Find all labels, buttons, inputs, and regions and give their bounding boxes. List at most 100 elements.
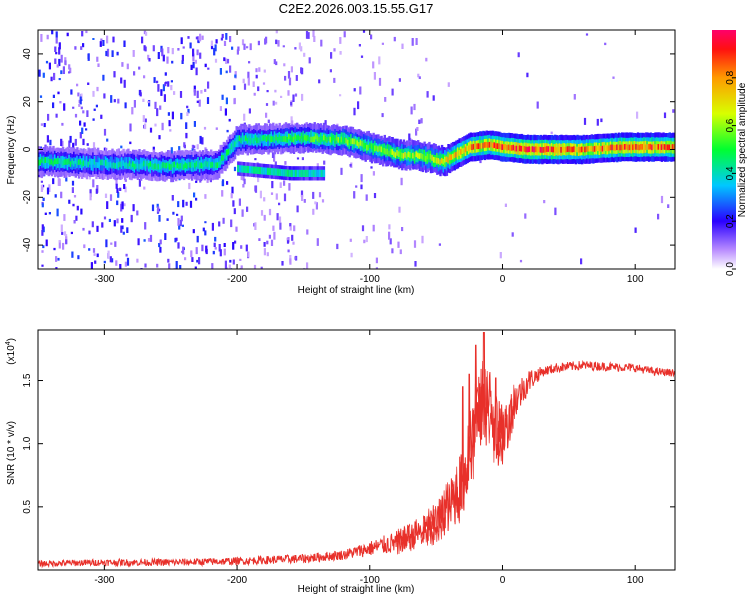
spectrogram-ridge-cell <box>324 135 327 142</box>
spectrogram-cell <box>517 52 520 58</box>
spectrogram-cell <box>257 40 260 46</box>
spectrogram-cell <box>54 194 57 198</box>
spectrogram-ridge-cell <box>117 162 120 168</box>
spectrogram-cell <box>175 261 178 269</box>
spectrogram-cell <box>257 86 260 92</box>
spectrogram-ridge-cell <box>617 144 621 151</box>
spectrogram-ridge-cell <box>181 163 184 169</box>
spectrogram-cell <box>363 239 366 244</box>
spectrogram-ridge-cell <box>100 159 103 166</box>
spectrogram-cell <box>106 48 110 57</box>
spectrogram-cell <box>313 35 316 42</box>
spectrogram-cell <box>94 260 97 264</box>
spectrogram-ridge-cell <box>109 161 113 168</box>
spectrogram-cell <box>74 138 77 146</box>
spectrogram-cell <box>241 209 244 217</box>
spectrogram-ridge-cell <box>314 169 318 177</box>
spectrogram-ridge-cell <box>319 136 323 143</box>
spectrogram-ridge-cell <box>542 147 546 153</box>
spectrogram-ridge-cell <box>601 145 605 152</box>
spectrogram-ridge-cell <box>130 163 133 170</box>
spectrogram-cell <box>196 144 199 150</box>
spectrogram-ridge-cell <box>520 145 523 152</box>
spectrogram-cell <box>160 89 163 96</box>
spectrogram-cell <box>583 117 587 125</box>
spectrogram-cell <box>243 83 247 90</box>
spectrogram-cell <box>195 180 198 183</box>
spectrogram-ridge-cell <box>512 144 515 151</box>
spectrogram-cell <box>178 177 181 181</box>
spectrogram-cell <box>91 221 94 228</box>
spectrogram-cell <box>111 50 114 57</box>
spectrogram-ridge-cell <box>165 162 168 169</box>
spectrogram-ridge-cell <box>447 157 450 163</box>
spectrogram-ridge-cell <box>128 160 132 167</box>
spectrogram-ridge-cell <box>238 135 242 142</box>
spectrogram-cell <box>240 173 243 181</box>
spectrogram-cell <box>242 176 245 181</box>
spectrogram-ridge-cell <box>190 161 194 168</box>
spectrogram-ridge-cell <box>257 166 260 174</box>
spectrogram-ridge-cell <box>461 148 464 154</box>
spectrogram-ridge-cell <box>81 161 84 168</box>
spectrogram-cell <box>80 46 83 50</box>
spectrogram-ridge-cell <box>146 160 149 167</box>
spectrogram-cell <box>353 107 356 116</box>
spectrogram-cell <box>340 167 343 175</box>
spectrogram-ridge-cell <box>464 146 468 153</box>
spectrogram-cell <box>215 127 218 130</box>
spectrogram-ridge-cell <box>503 144 506 150</box>
spectrogram-ridge-cell <box>409 152 412 158</box>
spectrogram-cell <box>312 208 315 215</box>
spectrogram-ridge-cell <box>340 136 343 143</box>
spectrogram-ridge-cell <box>450 154 453 161</box>
spectrogram-cell <box>153 77 156 83</box>
spectrogram-cell <box>144 222 147 230</box>
spectrogram-ridge-cell <box>563 146 566 153</box>
spectrogram-cell <box>333 48 336 52</box>
spectrogram-ridge-cell <box>292 169 296 177</box>
spectrogram-ridge-cell <box>339 138 342 145</box>
spectrogram-cell <box>189 42 192 49</box>
spectrogram-ridge-cell <box>194 162 197 169</box>
spectrogram-ridge-cell <box>624 144 627 150</box>
spectrogram-ridge-cell <box>485 141 488 148</box>
spectrogram-cell <box>162 54 165 62</box>
spectrogram-ridge-cell <box>106 162 109 168</box>
spectrogram-cell <box>357 101 360 110</box>
spectrogram-ridge-cell <box>560 147 563 153</box>
spectrogram-cell <box>300 190 304 197</box>
spectrogram-cell <box>41 186 44 190</box>
spectrogram-cell <box>164 82 167 87</box>
spectrogram-ridge-cell <box>370 143 374 150</box>
spectrogram-cell <box>171 111 174 120</box>
spectrogram-ridge-cell <box>114 156 117 169</box>
spectrogram-ridge-cell <box>273 137 277 143</box>
spectrogram-cell <box>324 120 327 126</box>
spectrogram-ridge-cell <box>160 163 163 170</box>
spectrogram-cell <box>92 248 96 253</box>
spectrogram-cell <box>40 34 43 42</box>
spectrogram-ridge-cell <box>517 146 520 152</box>
spectrogram-ridge-cell <box>119 161 122 168</box>
spectrogram-ridge-cell <box>643 144 646 151</box>
spectrogram-cell <box>96 56 99 62</box>
spectrogram-cell <box>263 242 266 247</box>
spectrogram-ridge-cell <box>276 136 280 143</box>
spectrogram-cell <box>181 60 184 64</box>
spectrogram-cell <box>171 195 174 201</box>
spectrogram-cell <box>58 42 61 50</box>
spectrogram-cell <box>58 58 61 67</box>
spectrogram-cell <box>204 230 207 236</box>
spectrogram-cell <box>418 119 421 124</box>
spectrogram-cell <box>93 253 96 256</box>
spectrogram-cell <box>42 72 45 78</box>
spectrogram-cell <box>519 259 523 263</box>
spectrogram-ridge-cell <box>493 142 496 148</box>
spectrogram-cell <box>193 89 196 96</box>
spectrogram-ridge-cell <box>593 146 597 152</box>
spectrogram-cell <box>58 78 61 81</box>
spectrogram-cell <box>499 252 502 259</box>
spectrogram-cell <box>126 63 129 70</box>
